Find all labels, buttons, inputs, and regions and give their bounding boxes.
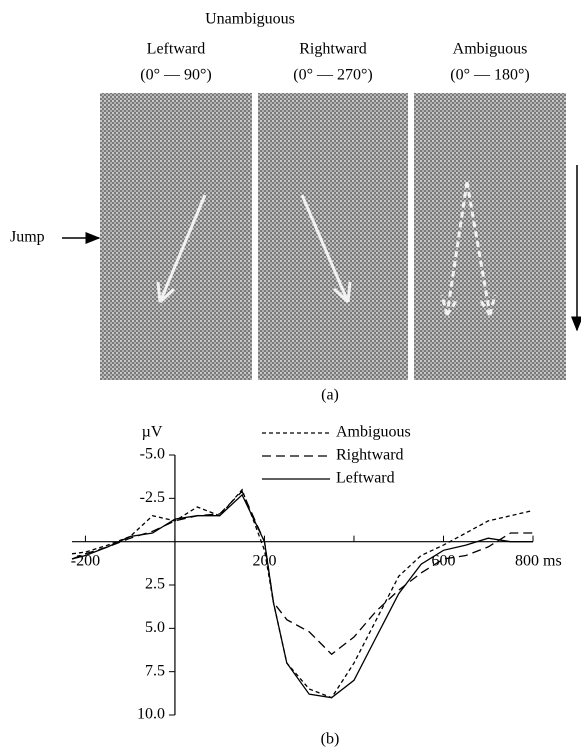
x-tick-label: 800 ms — [515, 552, 562, 569]
caption: (b) — [321, 731, 340, 748]
panel-range: (0° — 270°) — [293, 67, 372, 84]
panel-range: (0° — 90°) — [140, 67, 211, 84]
x-tick-label: 600 — [431, 552, 455, 569]
motion-arrows — [156, 181, 497, 316]
stimulus — [100, 93, 252, 380]
plot: -5.0-2.52.55.07.510.0-200 200 600 800 msAmb… — [71, 424, 562, 723]
y-tick-label: 2.5 — [145, 576, 165, 593]
legend-label: Rightward — [336, 447, 404, 464]
caption: (a) — [321, 387, 339, 404]
y-unit: µV — [142, 424, 163, 441]
y-tick-label: 5.0 — [145, 619, 165, 636]
group-label: Unambiguous — [205, 11, 295, 28]
panel-title: Ambiguous — [453, 41, 528, 58]
legend-label: Leftward — [336, 470, 395, 487]
series-line — [71, 490, 533, 656]
stimulus — [258, 93, 408, 380]
y-tick-label: -2.5 — [140, 489, 165, 506]
panel-range: (0° — 180°) — [450, 67, 529, 84]
series-line — [71, 493, 533, 699]
jump-label: Jump — [10, 229, 45, 246]
series-line — [71, 488, 534, 699]
stimulus — [414, 93, 566, 380]
panel-title: Rightward — [299, 41, 367, 58]
panel-title: Leftward — [147, 41, 206, 58]
x-tick-label: 200 — [252, 552, 276, 569]
legend-label: Ambiguous — [336, 424, 411, 441]
y-tick-label: 10.0 — [137, 706, 165, 723]
y-tick-label: 7.5 — [145, 662, 165, 679]
y-tick-label: -5.0 — [140, 446, 165, 463]
